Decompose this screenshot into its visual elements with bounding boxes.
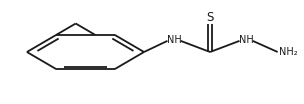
Text: NH: NH: [167, 35, 181, 45]
Text: NH: NH: [239, 35, 254, 45]
Text: NH₂: NH₂: [279, 47, 298, 57]
Text: S: S: [206, 11, 214, 24]
